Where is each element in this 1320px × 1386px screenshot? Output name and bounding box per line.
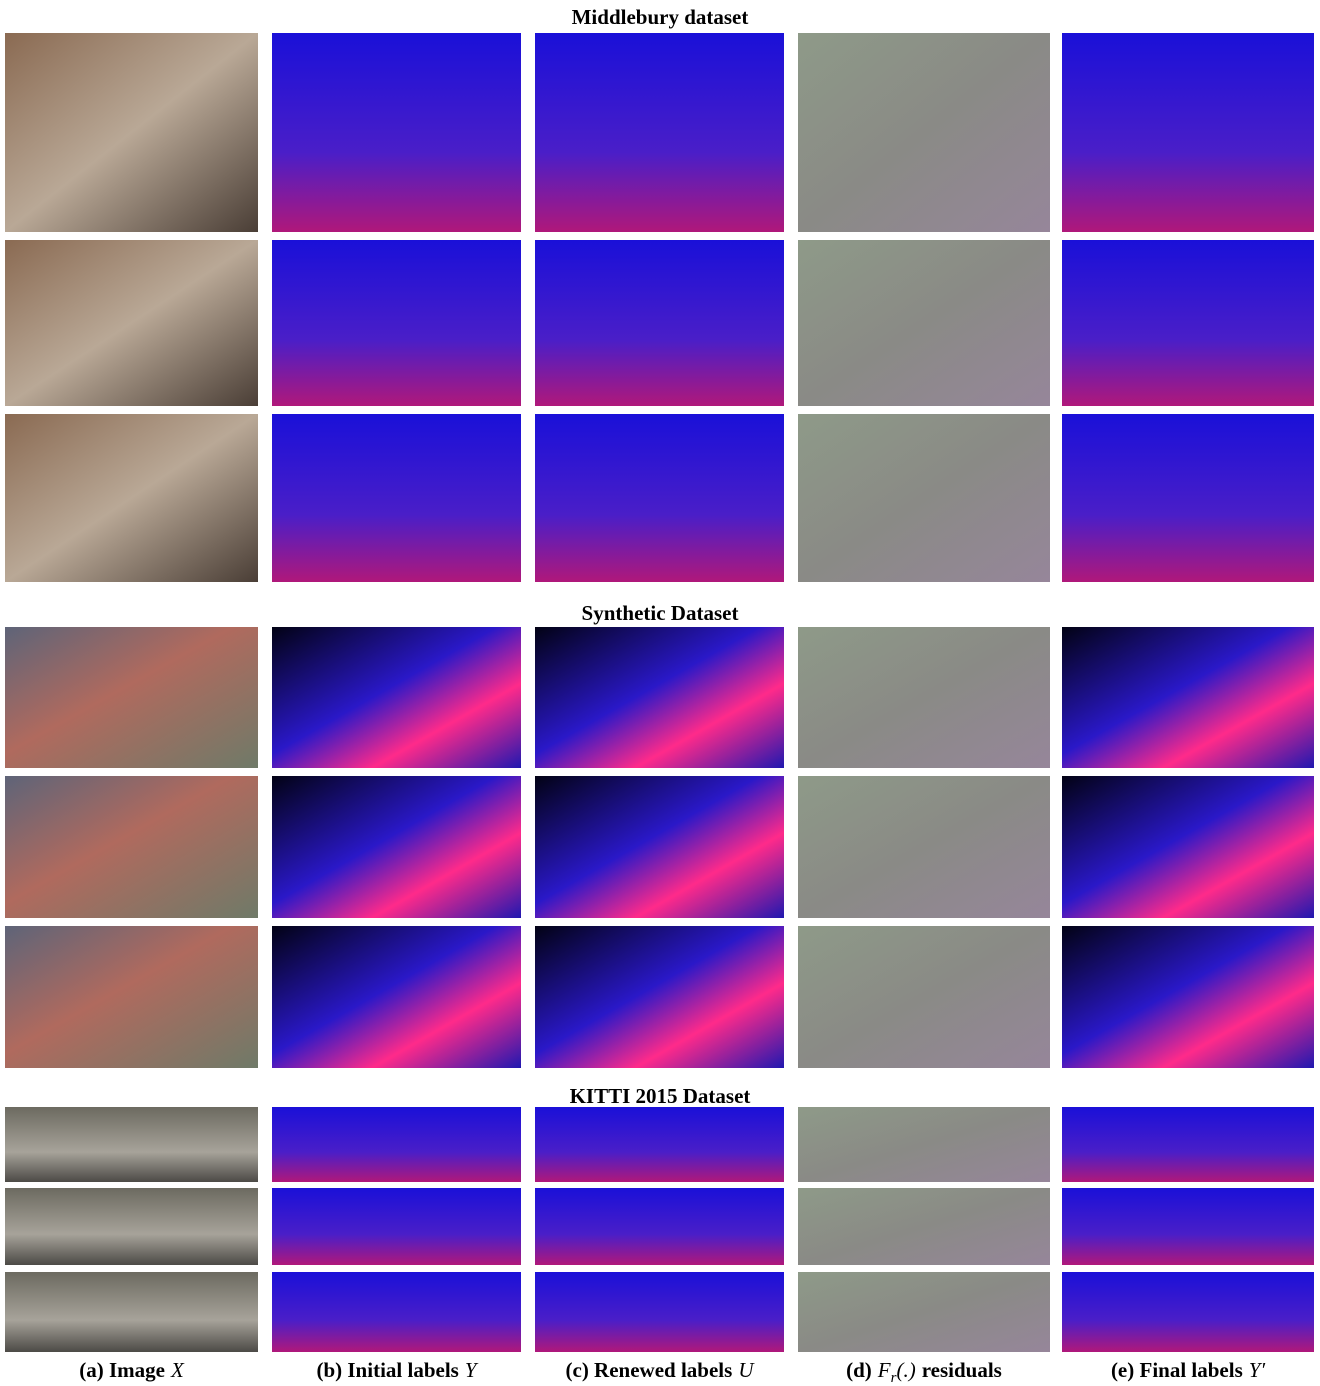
image-panel: [1062, 926, 1314, 1068]
caption-symbol: Y′: [1249, 1358, 1266, 1382]
image-panel: [272, 240, 521, 406]
caption-symbol-suffix: (.): [896, 1358, 915, 1382]
image-panel: [535, 414, 784, 582]
image-panel: [798, 240, 1050, 406]
caption-label: (a) Image: [79, 1358, 165, 1382]
caption-symbol: U: [738, 1358, 755, 1382]
image-panel: [5, 414, 258, 582]
caption-symbol: F: [877, 1358, 891, 1382]
image-panel: [272, 926, 521, 1068]
image-panel: [1062, 776, 1314, 918]
image-panel: [535, 33, 784, 232]
image-panel: [535, 1272, 784, 1352]
caption-label: (d): [846, 1358, 872, 1382]
column-caption: (e) Final labels Y′: [1111, 1358, 1266, 1382]
image-panel: [1062, 33, 1314, 232]
image-panel: [272, 33, 521, 232]
image-panel: [5, 240, 258, 406]
image-panel: [798, 1188, 1050, 1265]
image-panel: [1062, 1188, 1314, 1265]
section-title: Middlebury dataset: [572, 5, 749, 29]
image-panel: [272, 627, 521, 768]
image-panel: [5, 627, 258, 768]
caption-suffix: residuals: [922, 1358, 1002, 1382]
image-panel: [5, 1272, 258, 1352]
image-panel: [798, 776, 1050, 918]
image-panel: [1062, 627, 1314, 768]
image-panel: [535, 926, 784, 1068]
image-panel: [5, 926, 258, 1068]
section-title: KITTI 2015 Dataset: [570, 1084, 751, 1108]
image-panel: [798, 414, 1050, 582]
caption-label: (b) Initial labels: [316, 1358, 458, 1382]
image-panel: [1062, 414, 1314, 582]
image-panel: [272, 776, 521, 918]
image-panel: [1062, 1107, 1314, 1182]
image-panel: [272, 414, 521, 582]
column-caption: (a) Image X: [79, 1358, 185, 1382]
image-panel: [535, 1188, 784, 1265]
image-panel: [798, 33, 1050, 232]
image-panel: [5, 776, 258, 918]
section-title: Synthetic Dataset: [582, 601, 739, 625]
caption-symbol: Y: [465, 1358, 479, 1382]
caption-symbol: X: [170, 1358, 185, 1382]
image-panel: [272, 1107, 521, 1182]
column-caption: (d) Fr(.) residuals: [846, 1358, 1002, 1386]
image-panel: [798, 1107, 1050, 1182]
image-panel: [1062, 240, 1314, 406]
image-panel: [272, 1272, 521, 1352]
image-panel: [5, 1188, 258, 1265]
caption-subscript: r: [891, 1370, 897, 1386]
column-caption: (b) Initial labels Y: [316, 1358, 478, 1382]
caption-label: (c) Renewed labels: [566, 1358, 733, 1382]
image-panel: [798, 926, 1050, 1068]
caption-label: (e) Final labels: [1111, 1358, 1243, 1382]
image-panel: [535, 240, 784, 406]
image-panel: [535, 1107, 784, 1182]
image-panel: [272, 1188, 521, 1265]
image-panel: [535, 776, 784, 918]
image-panel: [5, 33, 258, 232]
image-panel: [535, 627, 784, 768]
image-panel: [5, 1107, 258, 1182]
column-caption: (c) Renewed labels U: [566, 1358, 756, 1382]
image-panel: [798, 627, 1050, 768]
image-panel: [1062, 1272, 1314, 1352]
image-panel: [798, 1272, 1050, 1352]
